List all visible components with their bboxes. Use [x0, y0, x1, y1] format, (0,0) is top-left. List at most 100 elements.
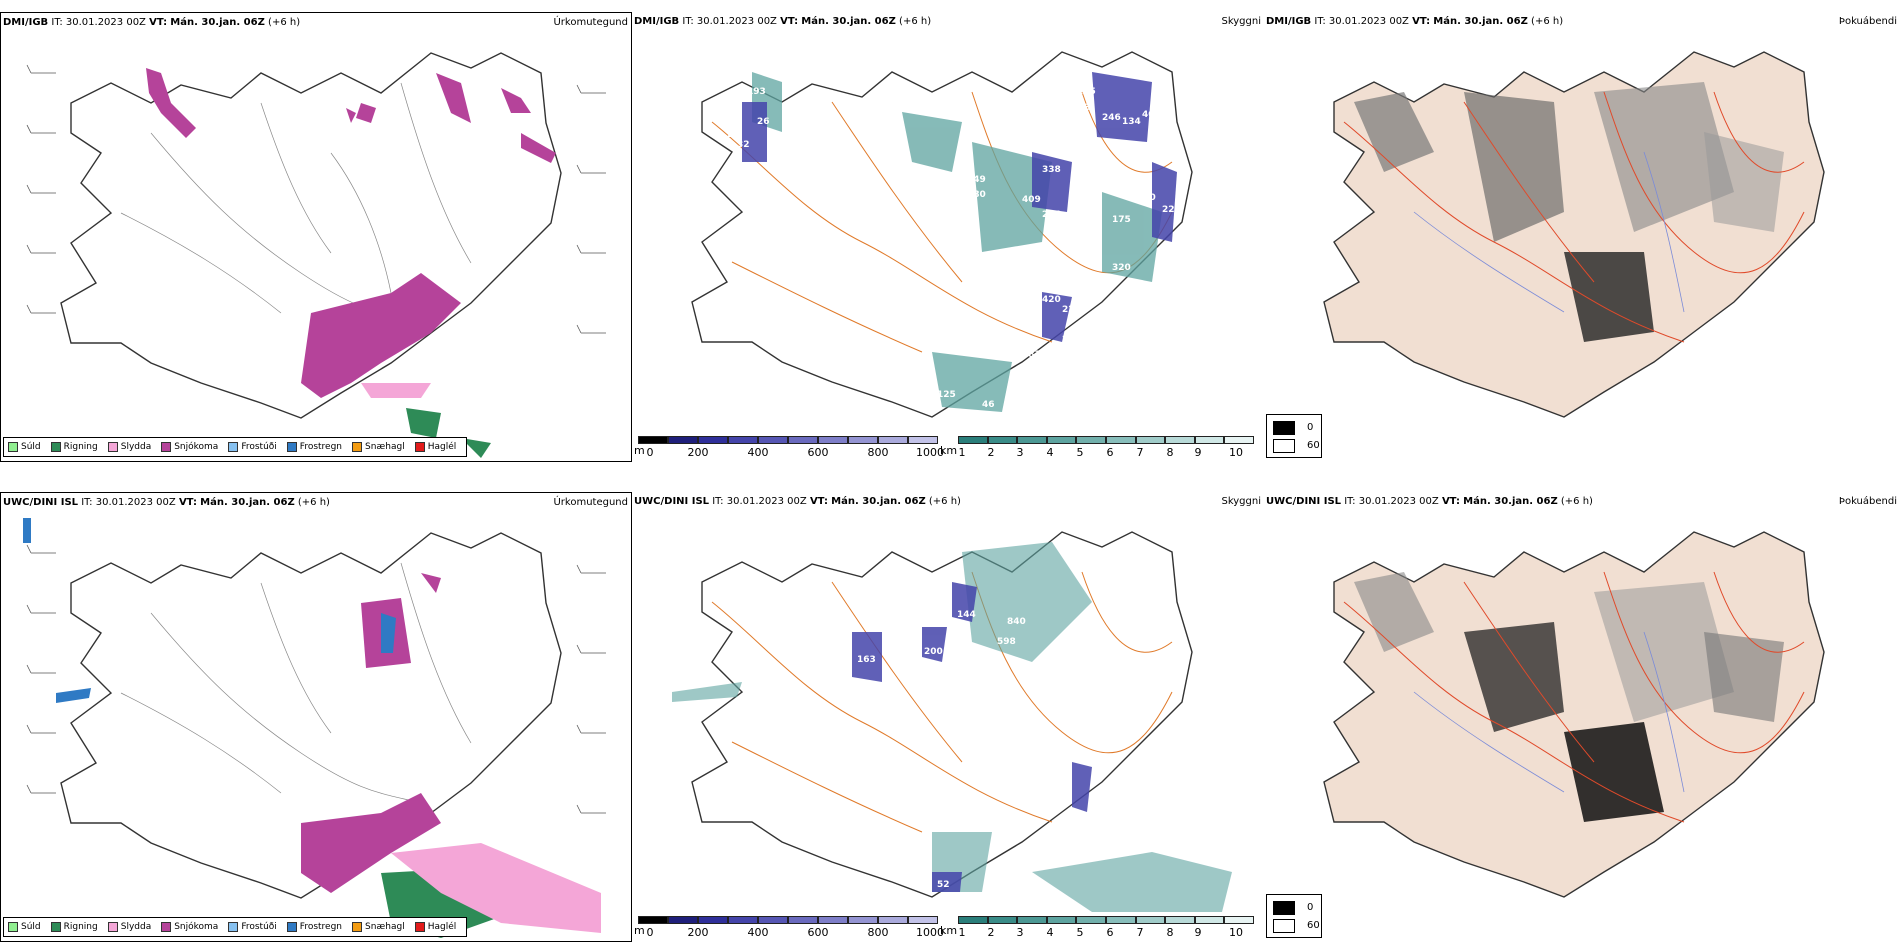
precip-legend: Súld Rigning Slydda Snjókoma Frostúði Fr…: [3, 917, 468, 937]
visibility-map-top: 193 26 32 24 683 225 246 134 40 239 338 …: [691, 51, 1193, 418]
svg-text:163: 163: [857, 655, 876, 665]
vis-ticks-km: 1 2 3 4 5 6 7 8 9 10: [958, 446, 1244, 459]
vis-ticks-m: 0 200 400 600 800 1000: [646, 446, 945, 459]
legend-item: Haglél: [414, 442, 456, 452]
rivers-lines: [120, 562, 472, 804]
svg-text:262: 262: [1097, 180, 1116, 190]
precip-snow-areas: [146, 68, 556, 398]
fog-map-bottom: [1323, 531, 1825, 898]
panel-type-label: Úrkomutegund: [553, 497, 628, 508]
vis-value-labels-bottom: 163 200 840 598 144 52: [857, 610, 1026, 890]
vis-blue-areas: [742, 72, 1177, 342]
legend-item: Snæhagl: [352, 922, 405, 932]
panel-visibility-top: 193 26 32 24 683 225 246 134 40 239 338 …: [632, 12, 1264, 462]
svg-text:239: 239: [1087, 145, 1106, 155]
vis-colorbar-m: [638, 436, 938, 444]
wind-barbs: [26, 64, 606, 334]
legend-item: Haglél: [414, 922, 456, 932]
legend-item: Snjókoma: [161, 922, 218, 932]
vis-unit-km: km: [940, 924, 958, 937]
fog-river-lines: [1413, 151, 1685, 313]
vis-value-labels-top: 193 26 32 24 683 225 246 134 40 239 338 …: [727, 87, 1175, 410]
legend-item: Frostregn: [286, 922, 342, 932]
svg-text:320: 320: [1112, 263, 1131, 273]
svg-text:175: 175: [1112, 215, 1131, 225]
fog-dark-areas: [1354, 572, 1784, 822]
svg-text:46: 46: [982, 400, 995, 410]
svg-text:840: 840: [1007, 617, 1026, 627]
panel-visibility-bottom: 163 200 840 598 144 52 UWC/DINI ISL IT: …: [632, 492, 1264, 942]
vis-unit-m: m: [634, 924, 645, 937]
svg-text:225: 225: [1077, 87, 1096, 97]
svg-text:370: 370: [1012, 335, 1031, 345]
svg-text:381: 381: [1022, 350, 1041, 360]
legend-item: Slydda: [107, 442, 151, 452]
svg-text:22: 22: [1162, 205, 1175, 215]
wind-barbs: [26, 544, 606, 814]
legend-item: Súld: [8, 442, 41, 452]
panel-fog-top: DMI/IGB IT: 30.01.2023 00Z VT: Mán. 30.j…: [1264, 12, 1900, 462]
panel-precip-bottom: UWC/DINI ISL IT: 30.01.2023 00Z VT: Mán.…: [0, 492, 632, 942]
precip-map-top: [26, 52, 606, 458]
precip-rain-areas: [406, 408, 491, 458]
panel-title: UWC/DINI ISL IT: 30.01.2023 00Z VT: Mán.…: [1266, 496, 1593, 507]
legend-item: Súld: [8, 922, 41, 932]
vis-ticks-km: 1 2 3 4 5 6 7 8 9 10: [958, 926, 1244, 939]
vis-unit-m: m: [634, 444, 645, 457]
panel-title: DMI/IGB IT: 30.01.2023 00Z VT: Mán. 30.j…: [3, 17, 301, 28]
svg-text:101: 101: [1142, 150, 1161, 160]
panel-type-label: Þokuábendi: [1838, 16, 1897, 27]
panel-title: DMI/IGB IT: 30.01.2023 00Z VT: Mán. 30.j…: [1266, 16, 1564, 27]
svg-text:200: 200: [924, 647, 943, 657]
legend-item: Frostregn: [286, 442, 342, 452]
fog-river-lines: [1413, 631, 1685, 793]
precip-map-bottom: [23, 518, 606, 938]
fog-legend: 0 60: [1266, 894, 1322, 938]
svg-text:26: 26: [757, 117, 770, 127]
svg-text:24: 24: [727, 130, 740, 140]
svg-text:204: 204: [1042, 210, 1061, 220]
svg-text:420: 420: [1042, 295, 1061, 305]
road-lines: [711, 571, 1173, 833]
vis-colorbar-km: [958, 916, 1254, 924]
legend-item: Frostúði: [228, 922, 277, 932]
svg-text:409: 409: [1022, 195, 1041, 205]
legend-item: Rigning: [50, 922, 98, 932]
precip-sleet-areas: [361, 383, 431, 398]
legend-item: Frostúði: [228, 442, 277, 452]
vis-colorbar-m: [638, 916, 938, 924]
legend-item: Snæhagl: [352, 442, 405, 452]
legend-item: Rigning: [50, 442, 98, 452]
vis-teal-areas: [752, 72, 1162, 412]
vis-unit-km: km: [940, 444, 958, 457]
svg-text:40: 40: [1142, 110, 1155, 120]
vis-blue-areas: [852, 582, 1092, 892]
vis-teal-areas: [672, 542, 1232, 912]
svg-text:134: 134: [1122, 117, 1141, 127]
svg-text:220: 220: [1062, 305, 1081, 315]
svg-text:280: 280: [967, 190, 986, 200]
panel-type-label: Þokuábendi: [1838, 496, 1897, 507]
svg-text:338: 338: [1042, 165, 1061, 175]
svg-text:125: 125: [937, 390, 956, 400]
panel-type-label: Úrkomutegund: [553, 17, 628, 28]
fog-road-lines: [1343, 91, 1805, 343]
panel-precip-top: DMI/IGB IT: 30.01.2023 00Z VT: Mán. 30.j…: [0, 12, 632, 462]
svg-text:249: 249: [967, 175, 986, 185]
panel-title: DMI/IGB IT: 30.01.2023 00Z VT: Mán. 30.j…: [634, 16, 932, 27]
fog-legend: 0 60: [1266, 414, 1322, 458]
vis-colorbar-km: [958, 436, 1254, 444]
visibility-map-bottom: 163 200 840 598 144 52: [672, 531, 1232, 912]
legend-item: Snjókoma: [161, 442, 218, 452]
svg-text:32: 32: [737, 140, 750, 150]
svg-text:280: 280: [1137, 193, 1156, 203]
legend-item: Slydda: [107, 922, 151, 932]
panel-title: UWC/DINI ISL IT: 30.01.2023 00Z VT: Mán.…: [3, 497, 330, 508]
panel-fog-bottom: UWC/DINI ISL IT: 30.01.2023 00Z VT: Mán.…: [1264, 492, 1900, 942]
fog-road-lines: [1343, 571, 1805, 823]
panel-title: UWC/DINI ISL IT: 30.01.2023 00Z VT: Mán.…: [634, 496, 961, 507]
precip-sleet-areas: [391, 843, 601, 933]
svg-text:52: 52: [937, 880, 950, 890]
svg-text:598: 598: [997, 637, 1016, 647]
svg-text:683: 683: [1072, 103, 1091, 113]
